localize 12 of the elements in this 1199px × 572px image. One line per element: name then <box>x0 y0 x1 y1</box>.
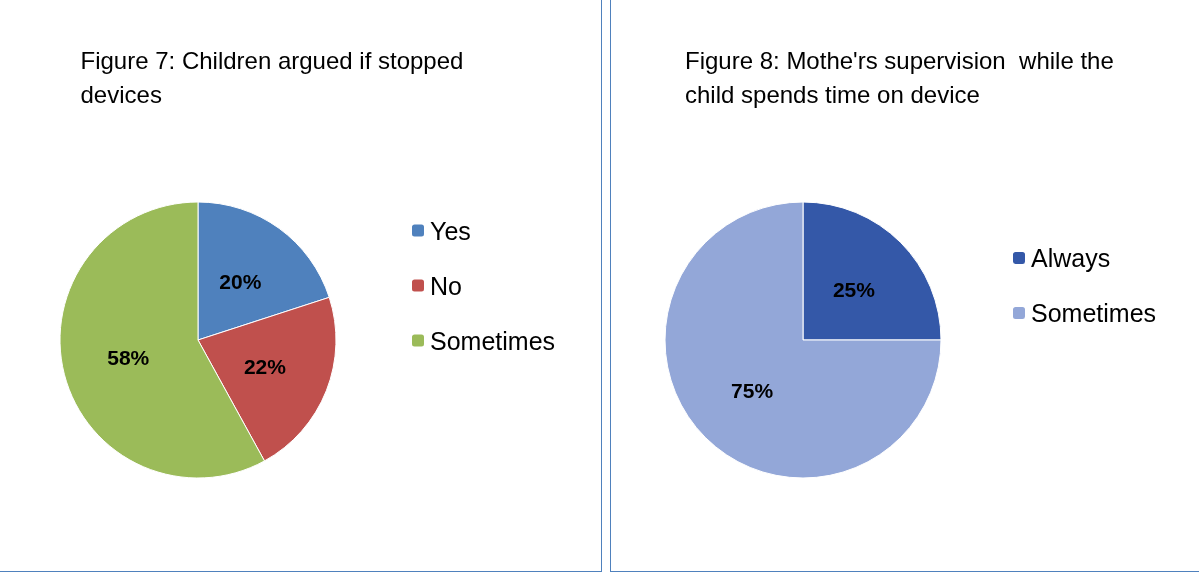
chart-title: Figure 8: Mothe'rs supervision while the child spends time on device <box>685 46 1121 108</box>
data-label: 75% <box>731 379 774 403</box>
legend-label: Sometimes <box>1031 299 1157 327</box>
data-label: 20% <box>219 270 262 294</box>
legend-label: Always <box>1031 244 1111 272</box>
data-label: 58% <box>107 346 150 370</box>
legend-label: Sometimes <box>430 326 556 355</box>
legend-label: No <box>430 271 462 300</box>
data-label: 25% <box>832 277 876 301</box>
data-label: 22% <box>243 355 287 379</box>
chart-title: Figure 7: Children argued if stopped devices <box>80 46 471 108</box>
legend-label: Yes <box>430 216 471 245</box>
